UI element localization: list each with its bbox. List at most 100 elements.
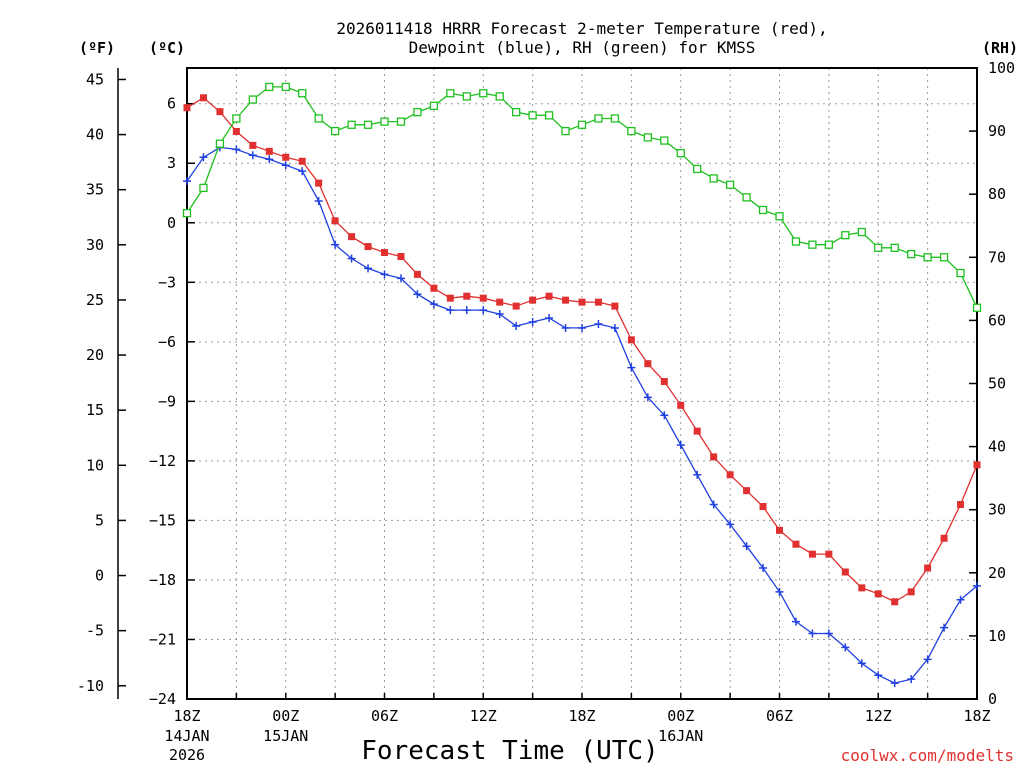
rh-point xyxy=(939,253,949,262)
rh-point xyxy=(725,180,735,189)
rh-point xyxy=(791,237,801,246)
dewpoint-point xyxy=(446,306,455,315)
2-meter-temperature-point xyxy=(594,298,602,306)
rh-point xyxy=(627,126,636,136)
dewpoint-point xyxy=(824,629,833,638)
fahrenheit-axis-ticks: 45 40 35 30 25 20 15 10 5 0 -5 -10 xyxy=(77,70,126,695)
dewpoint-point xyxy=(380,270,389,279)
2-meter-temperature-point xyxy=(364,243,372,251)
time-tick-date: 14JAN xyxy=(164,727,209,745)
time-tick-label: 00Z xyxy=(667,707,694,725)
rh-point xyxy=(215,139,225,148)
2-meter-temperature-point xyxy=(545,292,553,300)
fahrenheit-tick-label: 15 xyxy=(86,401,104,419)
fahrenheit-tick-label: 25 xyxy=(86,291,104,309)
rh-point xyxy=(413,108,422,117)
rh-point xyxy=(693,164,702,174)
2-meter-temperature-point xyxy=(660,378,668,386)
time-tick-label: 18Z xyxy=(568,707,595,725)
celsius-tick-label: −12 xyxy=(149,452,176,470)
2-meter-temperature-point xyxy=(743,487,751,495)
2-meter-temperature-point xyxy=(315,179,323,187)
dewpoint-point xyxy=(512,321,521,330)
2-meter-temperature-point xyxy=(825,550,833,558)
2-meter-temperature-point xyxy=(199,94,207,102)
fahrenheit-tick-label: -10 xyxy=(77,677,104,695)
rh-tick-label: 70 xyxy=(988,248,1006,266)
rh-point xyxy=(429,101,439,111)
rh-tick-label: 10 xyxy=(988,627,1006,645)
time-tick-label: 06Z xyxy=(371,707,398,725)
2-meter-temperature-point xyxy=(430,284,438,292)
dewpoint-point xyxy=(495,310,504,319)
celsius-tick-label: 6 xyxy=(167,95,176,113)
rh-point xyxy=(841,231,850,240)
rh-point xyxy=(972,303,982,312)
dewpoint-point xyxy=(742,542,751,551)
rh-point xyxy=(363,120,373,129)
time-tick-label: 12Z xyxy=(470,707,497,725)
rh-point xyxy=(265,82,274,92)
rh-point xyxy=(907,249,916,259)
2-meter-temperature-point xyxy=(216,108,224,116)
fahrenheit-tick-label: 40 xyxy=(86,126,104,144)
celsius-tick-label: 0 xyxy=(167,214,176,232)
time-tick-label: 12Z xyxy=(865,707,892,725)
dewpoint-point xyxy=(413,290,422,299)
dewpoint-point xyxy=(907,675,916,684)
rh-tick-label: 60 xyxy=(988,311,1006,329)
rh-point xyxy=(874,243,883,252)
rh-series xyxy=(182,82,982,312)
rh-tick-label: 0 xyxy=(988,690,997,708)
2-meter-temperature-point xyxy=(940,534,948,542)
2-meter-temperature-point xyxy=(726,471,734,479)
2-meter-temperature-point xyxy=(710,453,718,461)
2-meter-temperature-point xyxy=(957,501,965,509)
2-meter-temperature-point xyxy=(924,564,932,572)
2-meter-temperature-point xyxy=(265,147,273,155)
celsius-axis-ticks: 6 3 0 −3 −6 −9 −12 −15 −18 −21 −24 xyxy=(149,95,195,708)
rh-point xyxy=(347,120,356,129)
2-meter-temperature-point xyxy=(776,526,783,534)
dewpoint-point xyxy=(676,441,685,450)
2-meter-temperature-point xyxy=(381,249,388,257)
dewpoint-point xyxy=(940,623,949,632)
rh-point xyxy=(824,240,834,249)
2-meter-temperature-point xyxy=(348,233,356,241)
dewpoint-point xyxy=(199,153,208,162)
dewpoint-point xyxy=(759,564,768,573)
rh-point xyxy=(577,120,587,129)
rh-point xyxy=(380,117,389,126)
2-meter-temperature-point xyxy=(792,540,800,548)
rh-line xyxy=(186,86,978,309)
2-meter-temperature-point xyxy=(512,302,520,310)
dewpoint-point xyxy=(561,323,570,332)
chart-title-line1: 2026011418 HRRR Forecast 2-meter Tempera… xyxy=(336,19,827,38)
dewpoint-point xyxy=(890,679,899,688)
x-axis-title: Forecast Time (UTC) xyxy=(361,736,658,766)
rh-point xyxy=(594,114,603,123)
dewpoint-point xyxy=(479,306,488,315)
dewpoint-point xyxy=(594,319,603,328)
celsius-tick-label: −18 xyxy=(149,571,176,589)
fahrenheit-tick-label: 5 xyxy=(95,511,104,529)
2-meter-temperature-point xyxy=(397,253,405,261)
rh-unit-label: (RH) xyxy=(982,39,1018,57)
2-meter-temperature-point xyxy=(808,550,816,558)
2-meter-temperature-point xyxy=(973,461,981,469)
rh-tick-label: 100 xyxy=(988,59,1015,77)
2-meter-temperature-point xyxy=(907,588,915,596)
time-tick-label: 18Z xyxy=(173,707,200,725)
fahrenheit-tick-label: 10 xyxy=(86,456,104,474)
rh-point xyxy=(742,193,751,202)
rh-point xyxy=(528,111,537,120)
rh-tick-label: 50 xyxy=(988,375,1006,393)
dewpoint-point xyxy=(841,643,850,652)
celsius-tick-label: −21 xyxy=(149,630,176,648)
rh-tick-label: 80 xyxy=(988,185,1006,203)
dewpoint-point xyxy=(232,145,241,154)
rh-point xyxy=(923,253,932,262)
fahrenheit-tick-label: 20 xyxy=(86,346,104,364)
